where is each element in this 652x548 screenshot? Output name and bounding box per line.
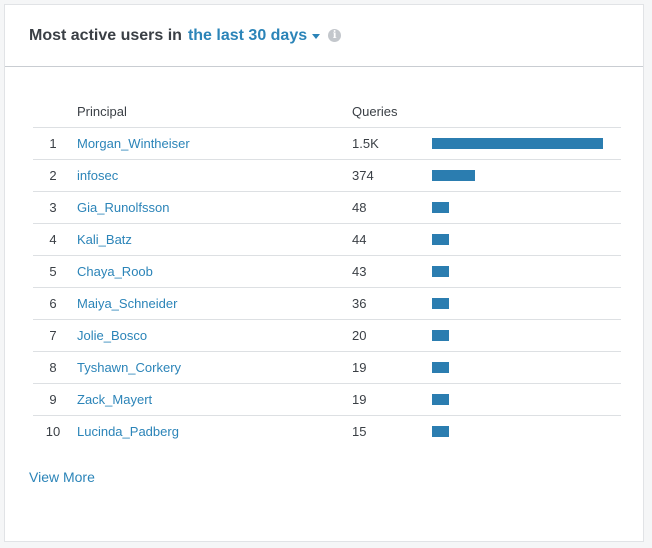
caret-down-icon: [312, 34, 321, 39]
queries-bar: [432, 426, 449, 437]
row-principal: Morgan_Wintheiser: [73, 127, 352, 160]
row-queries: 19: [352, 383, 432, 416]
column-header-principal: Principal: [77, 103, 127, 119]
table-row: 1 Morgan_Wintheiser 1.5K: [33, 127, 621, 160]
row-queries: 44: [352, 223, 432, 256]
principal-link[interactable]: Morgan_Wintheiser: [77, 136, 190, 151]
table-header-row: Principal Queries: [33, 95, 621, 128]
row-queries: 48: [352, 191, 432, 224]
queries-bar: [432, 234, 449, 245]
row-queries: 15: [352, 415, 432, 447]
users-table: Principal Queries 1 Morgan_Wintheiser 1.5K…: [33, 95, 621, 447]
queries-bar: [432, 202, 449, 213]
row-bar-cell: [432, 223, 621, 256]
row-bar-cell: [432, 351, 621, 384]
row-principal: Chaya_Roob: [73, 255, 352, 288]
queries-bar: [432, 362, 449, 373]
row-bar-cell: [432, 383, 621, 416]
principal-link[interactable]: Tyshawn_Corkery: [77, 360, 182, 375]
table-row: 8 Tyshawn_Corkery 19: [33, 351, 621, 384]
table-body: 1 Morgan_Wintheiser 1.5K 2 infosec 374 3 Gia_Ru…: [33, 127, 621, 447]
table-row: 7 Jolie_Bosco 20: [33, 319, 621, 352]
row-principal: Maiya_Schneider: [73, 287, 352, 320]
row-rank: 10: [33, 415, 73, 447]
row-rank: 9: [33, 383, 73, 416]
row-rank: 3: [33, 191, 73, 224]
row-bar-cell: [432, 255, 621, 288]
info-icon[interactable]: i: [328, 29, 342, 42]
column-header-queries: Queries: [352, 103, 398, 119]
principal-link[interactable]: infosec: [77, 168, 119, 183]
row-queries: 43: [352, 255, 432, 288]
row-principal: infosec: [73, 159, 352, 192]
row-principal: Zack_Mayert: [73, 383, 352, 416]
column-header-bar: [432, 95, 621, 128]
row-queries: 20: [352, 319, 432, 352]
row-principal: Gia_Runolfsson: [73, 191, 352, 224]
row-queries: 19: [352, 351, 432, 384]
row-rank: 8: [33, 351, 73, 384]
row-rank: 2: [33, 159, 73, 192]
table-row: 5 Chaya_Roob 43: [33, 255, 621, 288]
principal-link[interactable]: Kali_Batz: [77, 232, 132, 247]
queries-bar: [432, 138, 603, 149]
card-header: Most active users in the last 30 days i: [5, 5, 643, 67]
row-principal: Jolie_Bosco: [73, 319, 352, 352]
table-row: 3 Gia_Runolfsson 48: [33, 191, 621, 224]
principal-link[interactable]: Zack_Mayert: [77, 392, 153, 407]
row-bar-cell: [432, 191, 621, 224]
row-principal: Tyshawn_Corkery: [73, 351, 352, 384]
queries-bar: [432, 266, 449, 277]
queries-bar: [432, 330, 449, 341]
row-rank: 7: [33, 319, 73, 352]
table-row: 6 Maiya_Schneider 36: [33, 287, 621, 320]
principal-link[interactable]: Jolie_Bosco: [77, 328, 148, 343]
time-range-dropdown[interactable]: the last 30 days: [187, 26, 321, 45]
row-rank: 4: [33, 223, 73, 256]
card-title: Most active users in: [29, 26, 182, 44]
view-more-link[interactable]: View More: [29, 469, 95, 485]
table-row: 9 Zack_Mayert 19: [33, 383, 621, 416]
row-principal: Lucinda_Padberg: [73, 415, 352, 447]
table-row: 10 Lucinda_Padberg 15: [33, 415, 621, 447]
most-active-users-card: Most active users in the last 30 days i …: [4, 4, 644, 542]
principal-link[interactable]: Gia_Runolfsson: [77, 200, 170, 215]
row-queries: 36: [352, 287, 432, 320]
row-bar-cell: [432, 287, 621, 320]
row-rank: 1: [33, 127, 73, 160]
column-header-rank: [33, 95, 73, 128]
table-row: 2 infosec 374: [33, 159, 621, 192]
row-bar-cell: [432, 319, 621, 352]
principal-link[interactable]: Maiya_Schneider: [77, 296, 178, 311]
time-range-label: the last 30 days: [187, 26, 308, 44]
row-bar-cell: [432, 127, 621, 160]
queries-bar: [432, 298, 449, 309]
row-bar-cell: [432, 415, 621, 447]
queries-bar: [432, 394, 449, 405]
principal-link[interactable]: Chaya_Roob: [77, 264, 153, 279]
row-rank: 5: [33, 255, 73, 288]
row-principal: Kali_Batz: [73, 223, 352, 256]
row-bar-cell: [432, 159, 621, 192]
principal-link[interactable]: Lucinda_Padberg: [77, 424, 179, 439]
row-queries: 1.5K: [352, 127, 432, 160]
table-row: 4 Kali_Batz 44: [33, 223, 621, 256]
row-rank: 6: [33, 287, 73, 320]
row-queries: 374: [352, 159, 432, 192]
queries-bar: [432, 170, 475, 181]
